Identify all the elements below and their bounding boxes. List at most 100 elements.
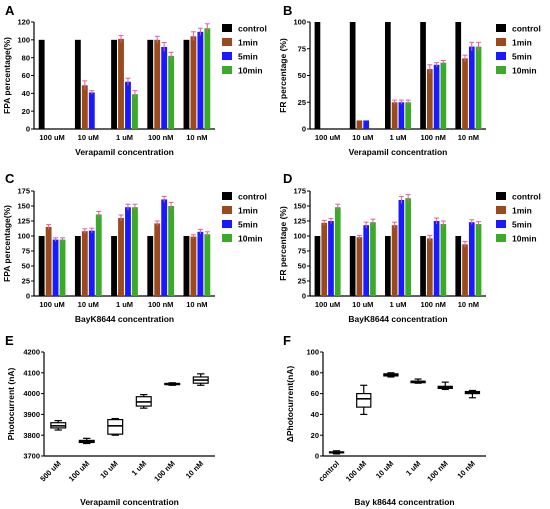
box-100-uM (356, 393, 372, 408)
bar-10min-10-nM (204, 234, 211, 296)
box-10-uM (107, 419, 124, 435)
x-tick-label: 10 uM (374, 459, 395, 480)
x-tick-label: 1 uM (404, 459, 422, 477)
bar-10min-10-uM (370, 222, 376, 296)
x-axis-label: Verapamil concentration (75, 147, 174, 157)
bar-control-100-nM (147, 39, 154, 130)
y-tick-label: 0 (315, 452, 319, 461)
y-tick-label: 3700 (23, 452, 40, 461)
bar-5min-10-uM (88, 92, 95, 129)
legend-label-10min: 10min (512, 234, 537, 244)
bar-control-100-uM (314, 22, 321, 129)
panel-label-d: D (283, 171, 292, 186)
y-axis-label: FPA percentage(%) (2, 37, 12, 114)
y-tick-label: 100 (306, 348, 319, 357)
bar-5min-10-uM (88, 230, 95, 296)
bar-control-1-uM (111, 236, 117, 296)
x-tick-label: 100 nM (148, 133, 173, 142)
y-tick-label: 25 (22, 277, 30, 286)
panel-label-e: E (5, 333, 14, 348)
legend-label-1min: 1min (238, 206, 258, 216)
bar-10min-100-nM (440, 62, 447, 129)
bar-1min-10-uM (81, 231, 88, 296)
x-axis-label: BayK8644 concentration (75, 314, 174, 324)
x-tick-label: 10 nM (458, 133, 479, 142)
bar-5min-10-nM (468, 222, 475, 296)
bar-10min-10-nM (204, 28, 211, 129)
y-tick-label: 25 (298, 98, 306, 107)
x-axis-label: Verapamil concentration (80, 497, 179, 507)
bar-1min-100-nM (154, 39, 161, 130)
bar-1min-100-uM (45, 227, 52, 296)
bar-1min-1-uM (118, 218, 124, 296)
x-tick-label: 1 uM (389, 300, 406, 309)
y-tick-label: 60 (311, 389, 319, 398)
bar-control-100-uM (314, 236, 321, 296)
x-tick-label: 100 uM (67, 459, 91, 483)
bar-5min-100-nM (161, 46, 168, 129)
legend-label-control: control (238, 192, 267, 202)
y-tick-label: 80 (311, 368, 319, 377)
x-tick-label: 10 uM (78, 133, 99, 142)
x-tick-label: 1 uM (116, 133, 133, 142)
y-tick-label: 0 (302, 125, 306, 134)
bar-1min-100-uM (321, 222, 328, 296)
y-tick-label: 4200 (23, 348, 40, 357)
bar-10min-1-uM (132, 207, 138, 296)
bar-5min-1-uM (398, 200, 405, 296)
bar-control-10-nM (183, 39, 190, 130)
y-axis-label: FPA percentage(%) (2, 205, 12, 282)
y-tick-label: 150 (17, 202, 30, 211)
bar-10min-10-nM (475, 46, 482, 129)
bar-control-10-nM (183, 236, 190, 296)
x-tick-label: 100 uM (39, 300, 64, 309)
y-tick-label: 80 (22, 53, 30, 62)
legend-label-control: control (512, 24, 541, 34)
bar-control-10-uM (349, 236, 356, 296)
x-tick-label: 10 uM (352, 133, 373, 142)
legend-label-1min: 1min (238, 38, 258, 48)
y-axis-label: FR percentage (%) (278, 206, 288, 281)
y-tick-label: 125 (293, 217, 306, 226)
legend-swatch-10min (496, 234, 506, 242)
bar-control-100-nM (420, 22, 426, 129)
legend-label-5min: 5min (512, 52, 532, 62)
bar-5min-10-uM (363, 225, 370, 296)
x-tick-label: 10 uM (352, 300, 373, 309)
bar-5min-100-nM (433, 221, 440, 296)
legend-label-1min: 1min (512, 206, 532, 216)
y-axis-label: FR percentage (%) (278, 38, 288, 113)
x-tick-label: 10 uM (78, 300, 99, 309)
legend-label-5min: 5min (512, 220, 532, 230)
bar-10min-10-nM (475, 224, 482, 296)
bar-control-10-nM (455, 22, 462, 129)
y-tick-label: 4000 (23, 389, 40, 398)
y-tick-label: 100 (17, 35, 30, 44)
legend-label-10min: 10min (238, 234, 263, 244)
y-tick-label: 75 (298, 247, 306, 256)
y-tick-label: 120 (17, 18, 30, 27)
y-tick-label: 100 (17, 232, 30, 241)
y-tick-label: 60 (22, 71, 30, 80)
bar-10min-1-uM (405, 102, 411, 129)
legend-swatch-control (222, 192, 232, 200)
x-tick-label: 500 uM (38, 459, 62, 483)
legend-label-5min: 5min (238, 52, 258, 62)
y-tick-label: 4100 (23, 368, 40, 377)
legend-swatch-control (496, 24, 506, 32)
legend-swatch-5min (496, 52, 506, 60)
y-tick-label: 0 (302, 292, 306, 301)
x-tick-label: 10 nM (184, 459, 205, 480)
bar-5min-1-uM (398, 102, 405, 129)
y-tick-label: 50 (298, 71, 306, 80)
bar-5min-100-nM (433, 64, 440, 129)
y-tick-label: 3800 (23, 431, 40, 440)
x-tick-label: 100 nM (425, 459, 449, 483)
y-tick-label: 20 (22, 107, 30, 116)
legend-swatch-5min (496, 220, 506, 228)
y-tick-label: 175 (17, 187, 30, 196)
x-tick-label: control (317, 459, 341, 483)
y-tick-label: 3900 (23, 410, 40, 419)
bar-1min-100-nM (426, 238, 433, 296)
legend-swatch-control (496, 192, 506, 200)
